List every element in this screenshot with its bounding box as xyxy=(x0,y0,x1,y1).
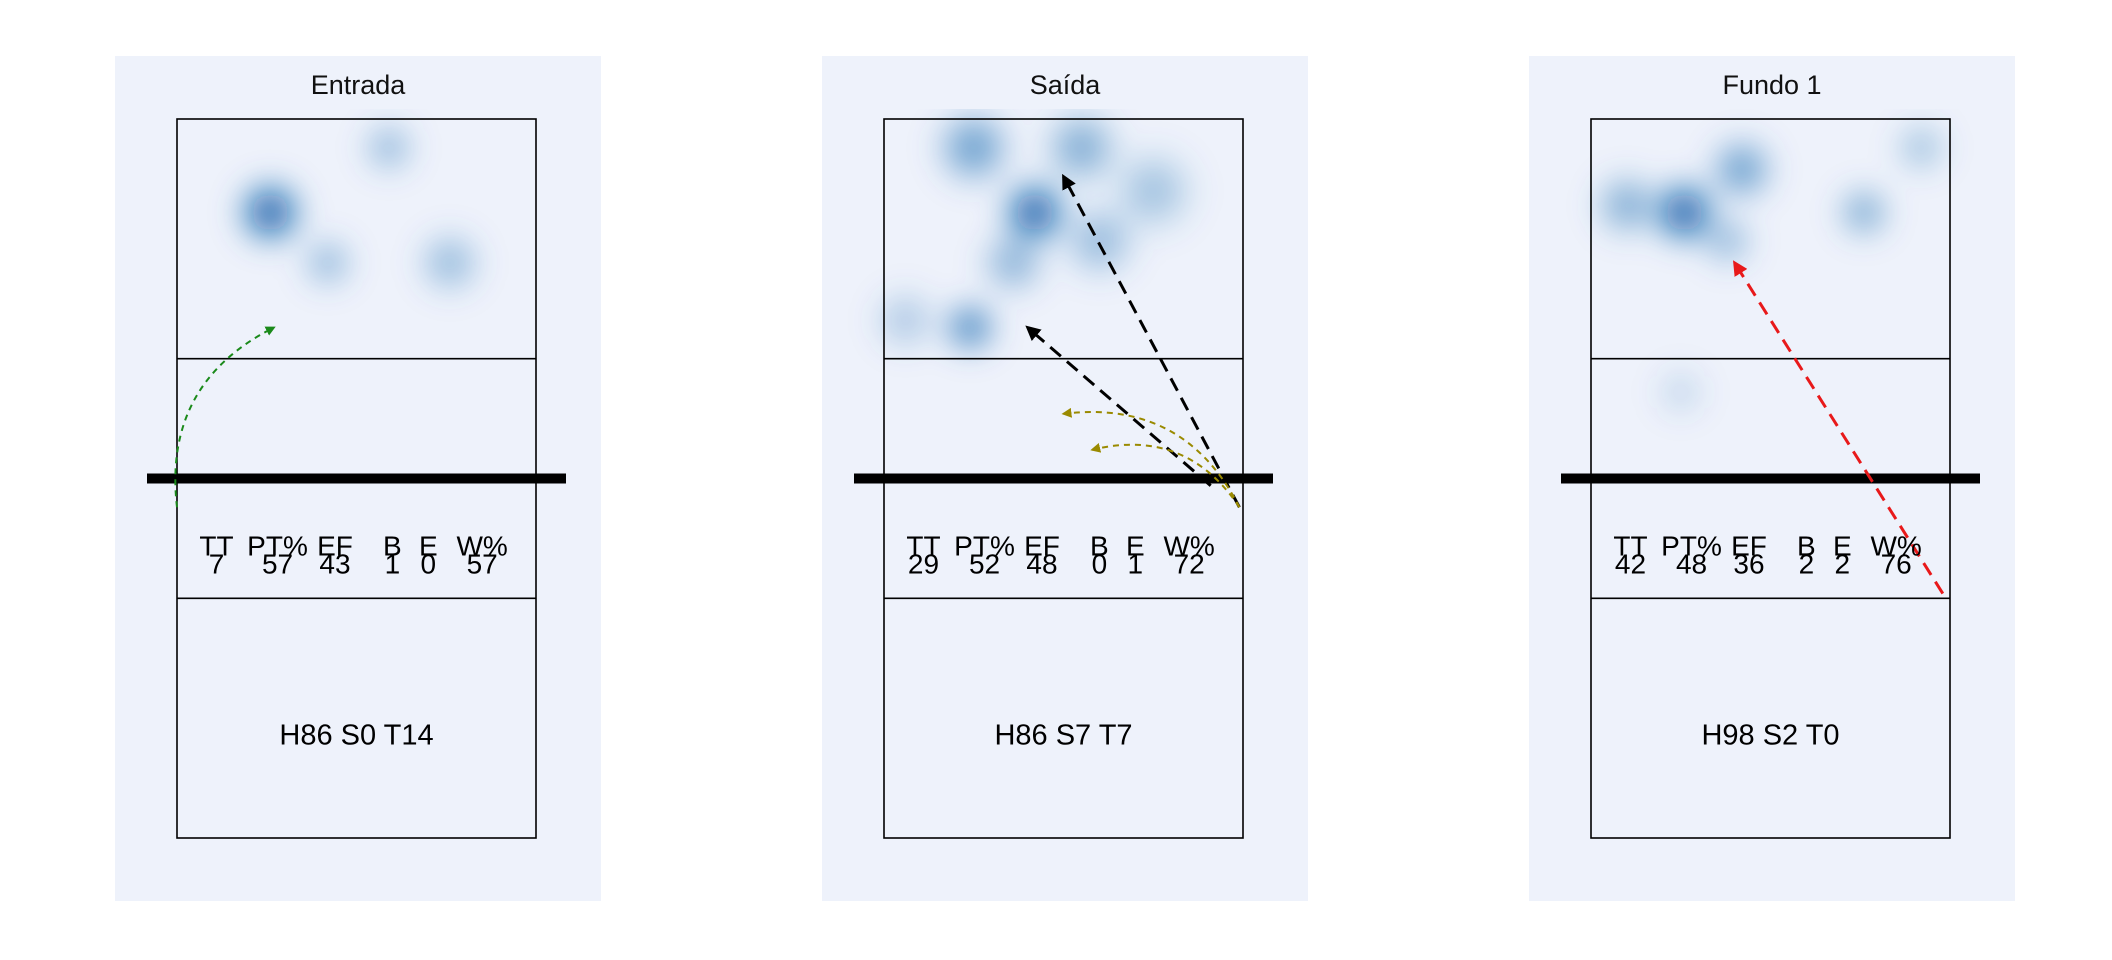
heat-spot xyxy=(1722,149,1762,189)
stat-header-ef: EF xyxy=(317,530,353,561)
stat-header-e: E xyxy=(1833,530,1852,561)
stat-value: 43 xyxy=(319,548,350,579)
panel-title: Fundo 1 xyxy=(1722,70,1821,100)
stat-header-pt-pct: PT% xyxy=(954,530,1015,561)
heat-spot xyxy=(1847,196,1880,229)
heat-spot xyxy=(1664,193,1704,232)
stat-value: 0 xyxy=(421,548,437,579)
stat-header-tt: TT xyxy=(199,530,233,561)
stat-header-b: B xyxy=(1797,530,1816,561)
stat-header-b: B xyxy=(383,530,402,561)
heat-spot xyxy=(954,311,987,344)
stat-value: 0 xyxy=(1092,548,1108,579)
stat-value: 57 xyxy=(467,548,498,579)
panel-title: Saída xyxy=(1030,70,1102,100)
heat-spot xyxy=(1015,193,1055,232)
stat-header-w-pct: W% xyxy=(456,530,507,561)
stat-header-w-pct: W% xyxy=(1163,530,1214,561)
stat-header-ef: EF xyxy=(1024,530,1060,561)
heat-spot xyxy=(886,300,925,340)
heat-layer xyxy=(1592,119,1950,421)
heat-spot xyxy=(1905,131,1938,164)
heat-spot xyxy=(993,243,1033,283)
panel-title: Entrada xyxy=(311,70,407,100)
stat-value: 72 xyxy=(1174,548,1205,579)
panel-footer: H98 S2 T0 xyxy=(1701,720,1839,752)
heat-spot xyxy=(1127,165,1180,217)
stat-header-pt-pct: PT% xyxy=(247,530,308,561)
shot-arrow xyxy=(1062,173,1241,508)
heat-spot xyxy=(1664,376,1697,409)
stat-value: 36 xyxy=(1733,548,1764,579)
stat-value: 1 xyxy=(1128,548,1144,579)
panel-3: Fundo 1 TT PT% EF B E W% 42 48 36 2 2 76 H98 S2 T0 xyxy=(1529,56,2015,901)
shot-arrow xyxy=(1025,325,1212,487)
heat-spot xyxy=(250,193,290,232)
stat-header-w-pct: W% xyxy=(1870,530,1921,561)
stat-header-ef: EF xyxy=(1731,530,1767,561)
shot-arrow-curved xyxy=(174,326,276,508)
stat-header-pt-pct: PT% xyxy=(1661,530,1722,561)
heat-spot xyxy=(951,125,997,171)
panel-2: Saída TT PT% EF B E W% 29 52 48 0 1 72 H86 S7 T7 xyxy=(822,56,1308,901)
stat-value: 48 xyxy=(1676,548,1707,579)
stat-header-b: B xyxy=(1090,530,1109,561)
stat-header-tt: TT xyxy=(906,530,940,561)
heat-spot xyxy=(1711,225,1744,258)
stat-value: 2 xyxy=(1835,548,1851,579)
stat-value: 76 xyxy=(1881,548,1912,579)
stat-value: 2 xyxy=(1799,548,1815,579)
heat-spot xyxy=(372,131,405,164)
stat-value: 29 xyxy=(908,548,939,579)
stat-value: 1 xyxy=(385,548,401,579)
heat-spot xyxy=(311,246,344,279)
heat-spot xyxy=(1058,125,1105,171)
stat-header-tt: TT xyxy=(1613,530,1647,561)
stat-value: 52 xyxy=(969,548,1000,579)
heat-layer xyxy=(235,119,485,298)
stat-header-e: E xyxy=(1126,530,1145,561)
panel-footer: H86 S7 T7 xyxy=(994,720,1132,752)
stat-value: 57 xyxy=(262,548,293,579)
shot-arrow-curved xyxy=(1090,442,1241,508)
panel-1: Entrada TT PT% EF B E W% 7 57 43 1 0 57 H86 S0 T14 xyxy=(115,56,601,901)
stat-header-e: E xyxy=(419,530,438,561)
panel-footer: H86 S0 T14 xyxy=(279,720,433,752)
stat-value: 48 xyxy=(1026,548,1057,579)
stat-value: 7 xyxy=(209,548,225,579)
heat-spot xyxy=(430,243,470,283)
heat-spot xyxy=(1076,218,1123,264)
heat-layer xyxy=(871,109,1200,357)
heat-spot xyxy=(1607,185,1647,225)
stat-value: 42 xyxy=(1615,548,1646,579)
